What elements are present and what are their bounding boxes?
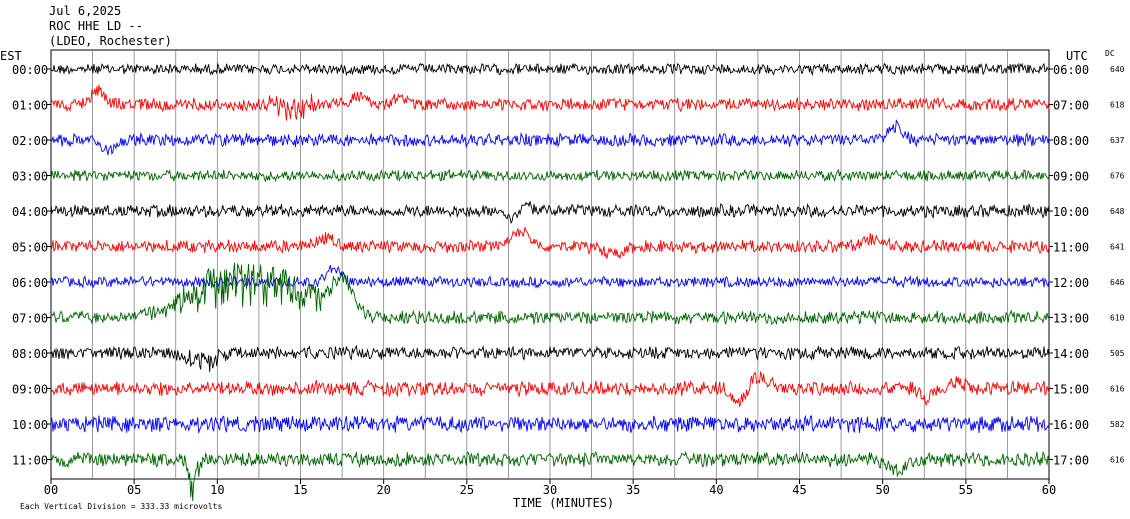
x-tick-label: 05 — [127, 483, 141, 497]
dc-value: 610 — [1110, 314, 1125, 323]
utc-hour-label: 14:00 — [1053, 347, 1089, 361]
chart-subtitle: ROC HHE LD -- — [49, 19, 143, 33]
dc-value: 618 — [1110, 101, 1125, 110]
utc-hour-label: 16:00 — [1053, 418, 1089, 432]
utc-hour-label: 09:00 — [1053, 170, 1089, 184]
utc-hour-label: 12:00 — [1053, 276, 1089, 290]
x-axis-label: TIME (MINUTES) — [513, 496, 614, 510]
trace-08:00 — [50, 344, 1050, 372]
x-tick-label: 15 — [293, 483, 307, 497]
dc-value: 676 — [1110, 172, 1125, 181]
x-tick-label: 20 — [376, 483, 390, 497]
trace-11:00 — [50, 450, 1050, 502]
dc-value: 616 — [1110, 385, 1125, 394]
x-tick-label: 00 — [44, 483, 58, 497]
dc-label: DC — [1105, 49, 1115, 58]
x-tick-label: 60 — [1042, 483, 1056, 497]
x-tick-label: 25 — [460, 483, 474, 497]
utc-hour-label: 07:00 — [1053, 99, 1089, 113]
dc-value: 648 — [1110, 207, 1125, 216]
label-group: 00 05 10 15 20 25 30 35 40 45 50 55 60 00:00 06:00 640 0… — [12, 63, 1125, 497]
x-tick-label: 10 — [210, 483, 224, 497]
dc-value: 641 — [1110, 243, 1125, 252]
trace-10:00 — [50, 414, 1050, 434]
dc-value: 616 — [1110, 456, 1125, 465]
dc-value: 505 — [1110, 349, 1125, 358]
chart-location: (LDEO, Rochester) — [49, 34, 172, 48]
x-tick-label: 50 — [875, 483, 889, 497]
utc-hour-label: 08:00 — [1053, 134, 1089, 148]
x-tick-label: 45 — [792, 483, 806, 497]
dc-value: 646 — [1110, 278, 1125, 287]
est-hour-label: 10:00 — [12, 418, 48, 432]
dc-value: 637 — [1110, 136, 1125, 145]
est-hour-label: 07:00 — [12, 312, 48, 326]
est-hour-label: 09:00 — [12, 383, 48, 397]
plot-grid — [47, 49, 1053, 484]
est-hour-label: 11:00 — [12, 454, 48, 468]
est-hour-label: 06:00 — [12, 276, 48, 290]
chart-title: Jul 6,2025 — [49, 4, 122, 18]
est-axis-label: EST — [0, 49, 22, 63]
est-hour-label: 04:00 — [12, 205, 48, 219]
utc-hour-label: 13:00 — [1053, 312, 1089, 326]
utc-hour-label: 10:00 — [1053, 205, 1089, 219]
trace-02:00 — [50, 119, 1050, 156]
est-hour-label: 01:00 — [12, 99, 48, 113]
x-tick-label: 30 — [543, 483, 557, 497]
trace-group — [50, 62, 1050, 502]
dc-value: 582 — [1110, 420, 1125, 429]
trace-07:00 — [50, 262, 1050, 326]
trace-01:00 — [50, 84, 1050, 121]
est-hour-label: 00:00 — [12, 63, 48, 77]
est-hour-label: 05:00 — [12, 241, 48, 255]
utc-hour-label: 17:00 — [1053, 454, 1089, 468]
trace-03:00 — [50, 168, 1050, 183]
est-hour-label: 03:00 — [12, 170, 48, 184]
utc-hour-label: 06:00 — [1053, 63, 1089, 77]
x-tick-label: 40 — [709, 483, 723, 497]
dc-value: 640 — [1110, 65, 1125, 74]
utc-hour-label: 15:00 — [1053, 383, 1089, 397]
est-hour-label: 08:00 — [12, 347, 48, 361]
x-tick-label: 35 — [626, 483, 640, 497]
scale-footnote: Each Vertical Division = 333.33 microvol… — [20, 502, 222, 511]
trace-04:00 — [50, 201, 1050, 225]
est-hour-label: 02:00 — [12, 134, 48, 148]
utc-axis-label: UTC — [1066, 49, 1088, 63]
trace-00:00 — [50, 62, 1050, 77]
trace-05:00 — [50, 225, 1050, 259]
x-tick-label: 55 — [959, 483, 973, 497]
utc-hour-label: 11:00 — [1053, 241, 1089, 255]
chart-header: Jul 6,2025 ROC HHE LD -- (LDEO, Rocheste… — [49, 4, 172, 49]
trace-09:00 — [50, 371, 1050, 407]
